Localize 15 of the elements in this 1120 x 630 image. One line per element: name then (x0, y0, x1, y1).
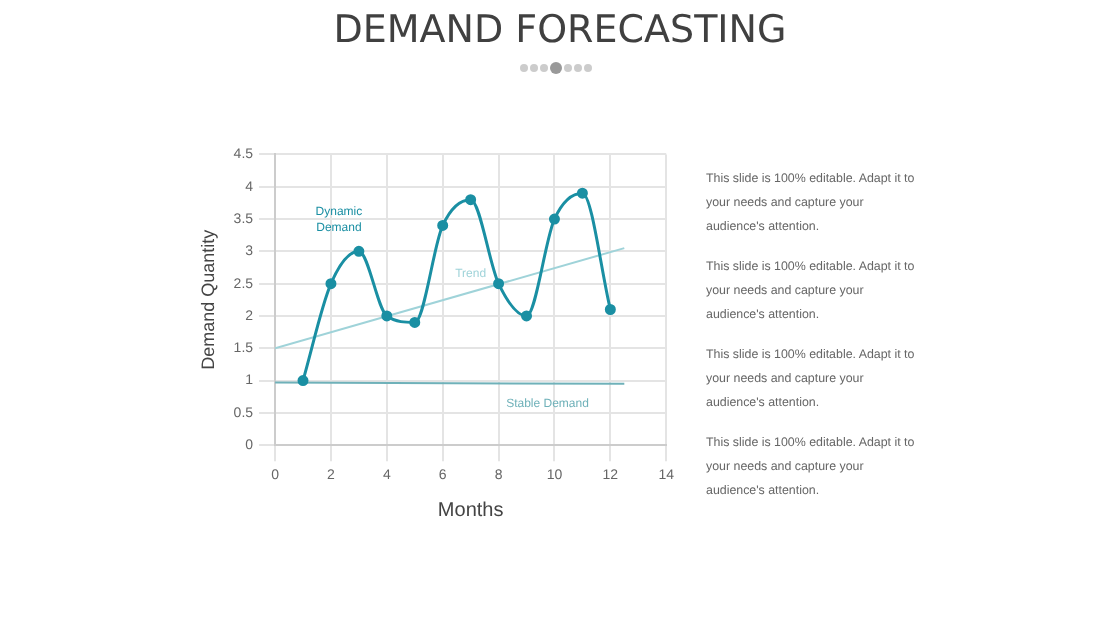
x-axis-title: Months (437, 499, 504, 522)
point (437, 219, 449, 231)
point (548, 213, 560, 225)
y-axis-title: Demand Quantity (197, 228, 218, 370)
point (521, 310, 533, 322)
point (465, 194, 477, 206)
point (297, 375, 309, 387)
point (604, 303, 616, 315)
point (493, 278, 505, 290)
point (381, 310, 393, 322)
point (576, 187, 588, 199)
point (325, 278, 337, 290)
point (353, 245, 365, 257)
chart-title: DEMAND FORECASTING (331, 8, 789, 52)
point (409, 316, 421, 328)
